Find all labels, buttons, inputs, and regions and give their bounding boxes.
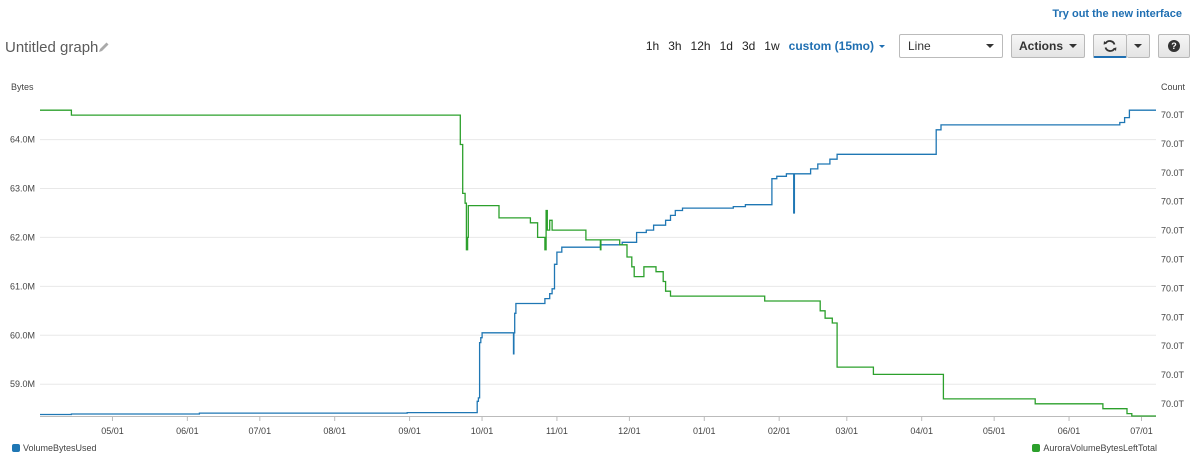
chart-type-select[interactable]: Line: [899, 34, 1003, 58]
y-left-tick-label: 59.0M: [10, 379, 35, 389]
actions-label: Actions: [1018, 39, 1063, 53]
legend-label: AuroraVolumeBytesLeftTotal: [1043, 443, 1157, 453]
x-tick-label: 11/01: [546, 426, 568, 436]
y-right-tick-label: 70.0T: [1161, 399, 1185, 409]
legend-swatch: [12, 444, 20, 452]
pencil-icon[interactable]: [97, 40, 111, 54]
range-12h[interactable]: 12h: [690, 39, 711, 53]
x-tick-label: 05/01: [101, 426, 124, 436]
refresh-options-button[interactable]: [1127, 34, 1150, 58]
x-tick-label: 02/01: [768, 426, 791, 436]
chevron-down-icon: [986, 44, 994, 48]
y-right-tick-label: 70.0T: [1161, 370, 1185, 380]
x-tick-label: 09/01: [398, 426, 421, 436]
y-right-tick-label: 70.0T: [1161, 197, 1185, 207]
y-right-tick-label: 70.0T: [1161, 255, 1185, 265]
y-right-unit-label: Count: [1160, 82, 1185, 92]
help-icon: ?: [1168, 40, 1180, 52]
y-left-tick-label: 63.0M: [10, 184, 35, 194]
x-tick-label: 05/01: [983, 426, 1006, 436]
y-left-tick-label: 60.0M: [10, 330, 35, 340]
y-right-tick-label: 70.0T: [1161, 139, 1185, 149]
legend-swatch: [1032, 444, 1041, 452]
series-line-volumebytesused: [40, 109, 1156, 416]
range-3h[interactable]: 3h: [668, 39, 682, 53]
y-right-tick-label: 70.0T: [1161, 168, 1185, 178]
legend-item-volumebytesused[interactable]: VolumeBytesUsed: [12, 443, 97, 453]
x-tick-label: 10/01: [471, 426, 494, 436]
x-tick-label: 08/01: [323, 426, 346, 436]
y-left-unit-label: Bytes: [11, 82, 34, 92]
toolbar: 1h 3h 12h 1d 3d 1w custom (15mo) Line Ac…: [646, 33, 1190, 59]
y-right-tick-label: 70.0T: [1161, 226, 1185, 236]
y-right-tick-label: 70.0T: [1161, 110, 1185, 120]
range-1h[interactable]: 1h: [645, 39, 660, 53]
range-custom-label: custom (15mo): [788, 39, 874, 53]
x-tick-label: 01/01: [693, 426, 716, 436]
y-right-tick-label: 70.0T: [1161, 341, 1185, 351]
graph-title[interactable]: Untitled graph: [5, 39, 99, 56]
range-1w[interactable]: 1w: [764, 39, 780, 53]
chevron-down-icon: [1134, 44, 1142, 48]
x-tick-label: 07/01: [1130, 426, 1153, 436]
y-right-tick-label: 70.0T: [1161, 283, 1185, 293]
refresh-icon: [1103, 39, 1117, 52]
x-tick-label: 06/01: [1058, 426, 1081, 436]
legend-item-auroravolumebytesleft[interactable]: AuroraVolumeBytesLeftTotal: [1032, 443, 1157, 453]
y-right-tick-label: 70.0T: [1161, 312, 1185, 322]
range-custom[interactable]: custom (15mo): [789, 33, 885, 59]
x-tick-label: 06/01: [176, 426, 199, 436]
actions-button[interactable]: Actions: [1011, 34, 1085, 58]
try-new-interface-link[interactable]: Try out the new interface: [1052, 8, 1182, 20]
range-1d[interactable]: 1d: [719, 39, 733, 53]
y-left-tick-label: 61.0M: [10, 281, 35, 291]
series-line-auroravolumebyteslefttotal: [40, 109, 1156, 417]
chart-type-value: Line: [908, 39, 931, 53]
help-button[interactable]: ?: [1158, 34, 1190, 58]
chevron-down-icon: [1069, 44, 1077, 48]
caret-down-icon: [879, 45, 885, 49]
refresh-button[interactable]: [1093, 34, 1127, 58]
x-tick-label: 12/01: [618, 426, 641, 436]
x-tick-label: 03/01: [836, 426, 859, 436]
x-tick-label: 07/01: [249, 426, 272, 436]
legend-label: VolumeBytesUsed: [23, 443, 97, 453]
y-left-tick-label: 62.0M: [10, 232, 35, 242]
y-left-tick-label: 64.0M: [10, 135, 35, 145]
range-3d[interactable]: 3d: [741, 39, 756, 53]
x-tick-label: 04/01: [910, 426, 933, 436]
